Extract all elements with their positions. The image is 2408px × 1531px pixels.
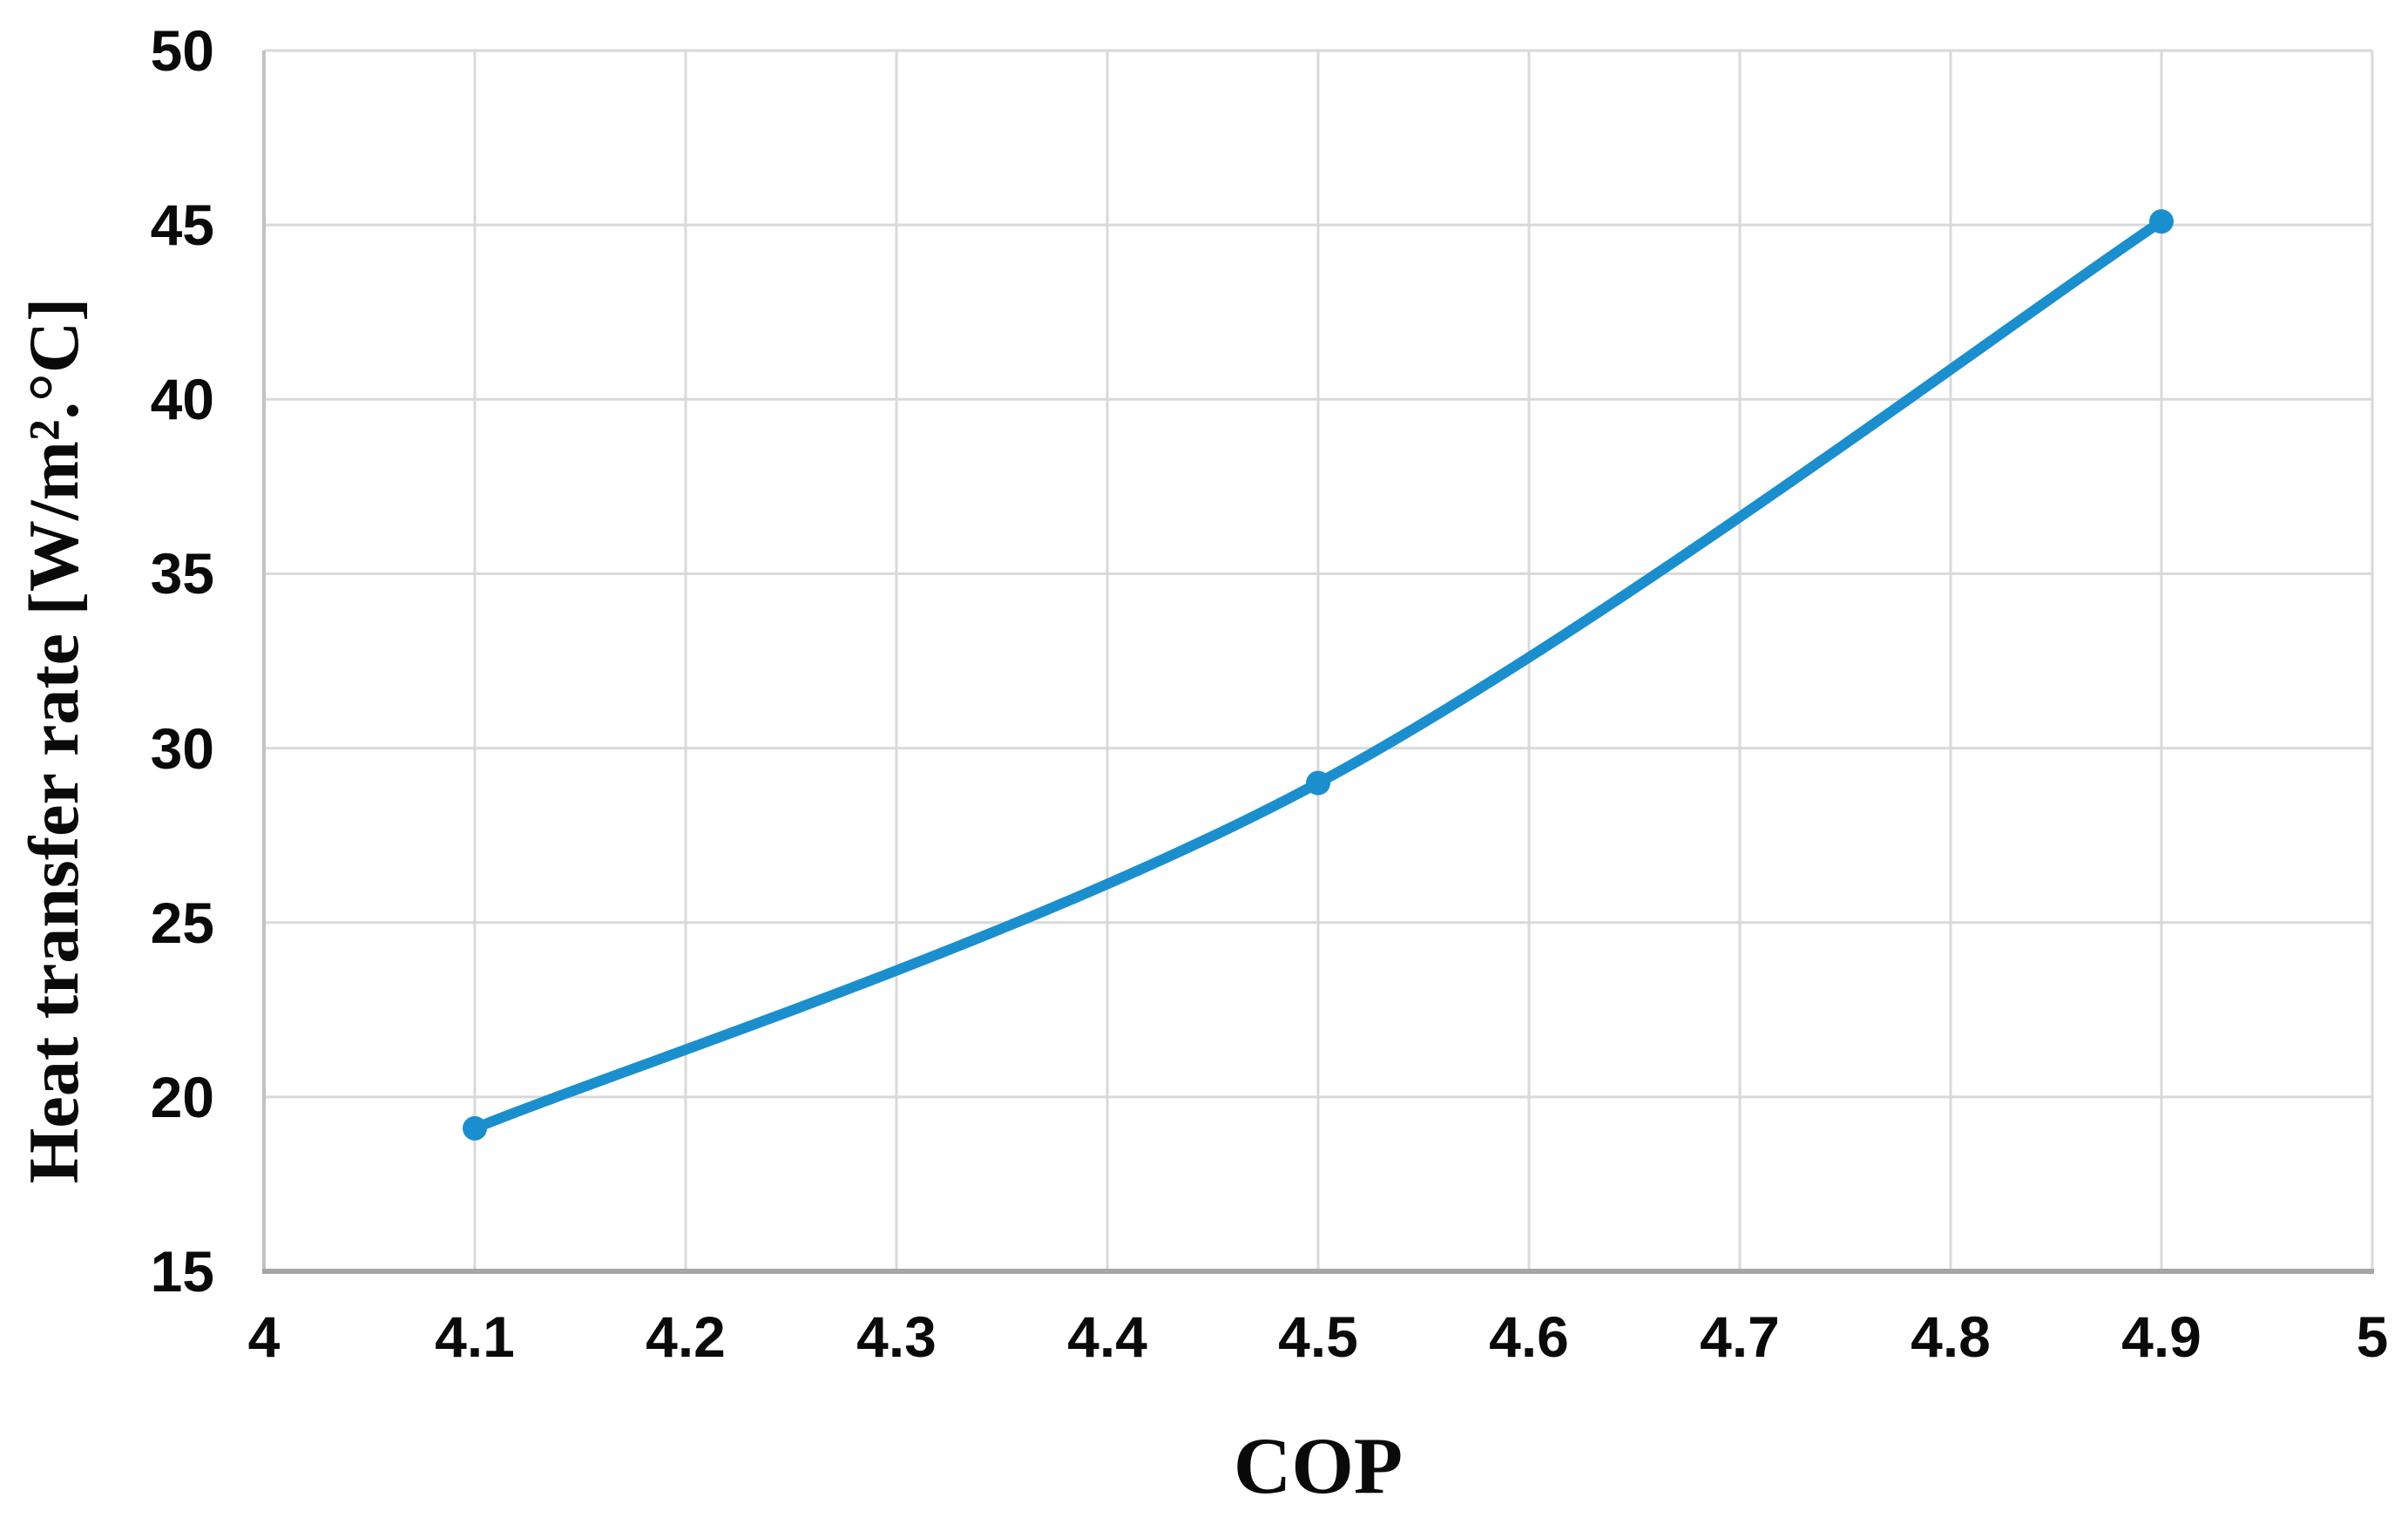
x-tick-label: 5	[2356, 1304, 2389, 1369]
y-axis-title: Heat transfer rate [W/m².°C]	[14, 297, 93, 1184]
x-tick-label: 4.5	[1278, 1304, 1358, 1369]
y-tick-label: 40	[150, 367, 214, 432]
y-tick-label: 45	[150, 193, 214, 258]
y-tick-label: 25	[150, 890, 214, 955]
data-point-marker	[463, 1115, 487, 1141]
y-tick-label: 35	[150, 541, 214, 606]
x-tick-label: 4.2	[646, 1304, 726, 1369]
x-tick-label: 4.8	[1911, 1304, 1991, 1369]
x-tick-label: 4	[247, 1304, 281, 1369]
y-tick-label: 15	[150, 1239, 214, 1304]
y-tick-label: 30	[150, 715, 214, 781]
x-axis-title: COP	[1233, 1421, 1404, 1510]
data-point-marker	[2149, 209, 2174, 234]
x-tick-label: 4.1	[435, 1304, 515, 1369]
x-tick-label: 4.3	[856, 1304, 937, 1369]
x-tick-label: 4.9	[2121, 1304, 2202, 1369]
y-tick-label: 20	[150, 1064, 214, 1129]
x-tick-label: 4.7	[1700, 1304, 1780, 1369]
data-point-marker	[1306, 770, 1330, 796]
x-tick-label: 4.4	[1067, 1304, 1147, 1369]
y-tick-label: 50	[150, 18, 214, 83]
x-tick-label: 4.6	[1489, 1304, 1569, 1369]
